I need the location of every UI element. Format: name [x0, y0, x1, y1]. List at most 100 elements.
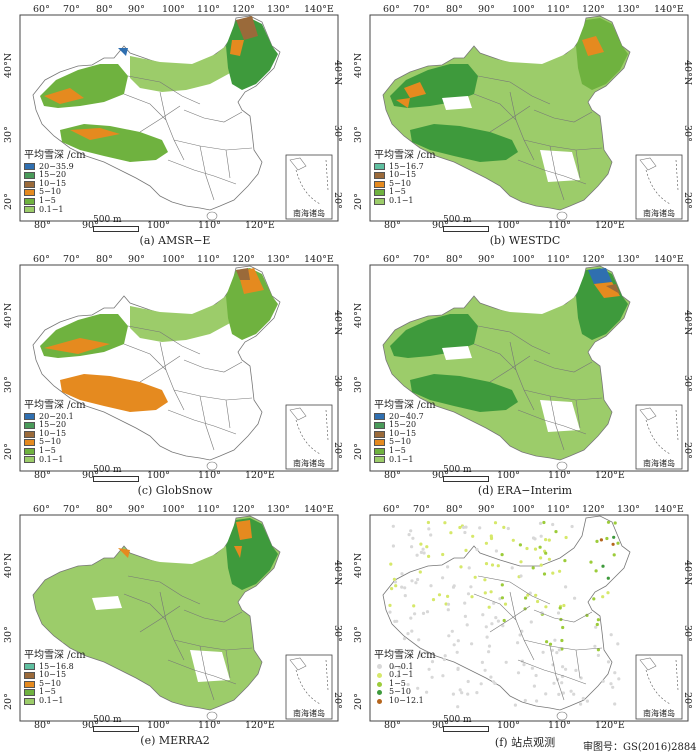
- station-point: [510, 566, 514, 570]
- hainan-island: [206, 211, 218, 221]
- south-china-sea-inset: [285, 154, 333, 220]
- longitude-label-top: 120°: [582, 4, 605, 15]
- station-point: [413, 612, 417, 616]
- legend-entry: 0.1−1: [24, 205, 86, 215]
- station-point: [410, 545, 414, 549]
- china-snow-depth-map: [369, 264, 689, 472]
- legend-label: 10−12.1: [389, 695, 424, 705]
- legend-swatch: [374, 447, 385, 455]
- station-point: [533, 547, 538, 551]
- longitude-label-top: 70°: [413, 254, 430, 265]
- station-point: [470, 595, 474, 599]
- longitude-label-top: 110°: [547, 4, 570, 15]
- latitude-label-left: 20°: [3, 443, 14, 460]
- station-point: [551, 571, 555, 575]
- station-point: [611, 685, 615, 689]
- province-boundary: [509, 591, 535, 661]
- longitude-label-top: 60°: [383, 504, 400, 515]
- latitude-label-right: 40°N: [332, 310, 343, 336]
- station-point: [606, 520, 611, 524]
- province-boundary: [523, 389, 603, 401]
- longitude-label-top: 80°: [96, 254, 113, 265]
- longitude-label-bottom: 100°: [147, 220, 170, 231]
- legend-swatch: [24, 671, 35, 679]
- legend-entry: 20−20.1: [24, 411, 86, 422]
- station-point: [391, 524, 395, 528]
- snow-region: [410, 124, 518, 162]
- province-boundary: [473, 93, 517, 121]
- scale-bar-graphic: [93, 226, 139, 232]
- legend-entry: 1−5: [374, 188, 436, 197]
- station-point: [595, 539, 599, 543]
- station-point: [504, 660, 508, 664]
- station-point: [430, 660, 435, 664]
- longitude-label-bottom: 110°: [198, 220, 221, 231]
- legend-label: 10−15: [39, 670, 67, 680]
- legend-entry: 5−10: [374, 438, 436, 447]
- snow-depth-patch: [118, 48, 128, 56]
- station-point: [427, 554, 431, 558]
- station-point: [489, 675, 493, 679]
- latitude-label-right: 30°: [682, 625, 693, 642]
- station-point: [612, 553, 616, 557]
- legend-label: 15−20: [389, 420, 417, 430]
- snow-depth-patch: [44, 88, 84, 104]
- station-point: [529, 620, 533, 624]
- longitude-label-top: 80°: [446, 4, 463, 15]
- station-point: [496, 564, 500, 568]
- longitude-label-top: 70°: [63, 4, 80, 15]
- longitude-label-bottom: 120°E: [595, 720, 625, 731]
- snow-depth-legend: 平均雪深 /cm 20−35.9 15−20 10−15 5−10 1−5 0.1−1: [24, 151, 86, 215]
- longitude-label-top: 80°: [446, 504, 463, 515]
- station-point: [613, 671, 617, 675]
- station-point: [490, 563, 495, 567]
- latitude-label-left: 40°N: [3, 52, 14, 78]
- station-point: [609, 682, 613, 686]
- legend-swatch: [24, 430, 35, 438]
- longitude-label-top: 90°: [128, 504, 145, 515]
- station-point: [548, 642, 553, 646]
- province-boundary: [159, 91, 185, 161]
- longitude-label-top: 120°: [232, 254, 255, 265]
- latitude-label-right: 20°: [332, 692, 343, 709]
- legend-swatch: [374, 430, 385, 438]
- longitude-label-bottom: 120°E: [595, 470, 625, 481]
- station-point: [533, 537, 537, 541]
- legend-swatch: [24, 663, 35, 671]
- longitude-label-top: 110°: [547, 254, 570, 265]
- longitude-label-top: 90°: [128, 4, 145, 15]
- station-point: [556, 611, 561, 615]
- scale-label: 500 m: [443, 715, 472, 725]
- longitude-label-top: 130°: [617, 504, 640, 515]
- station-point: [544, 538, 548, 542]
- no-snow-area: [442, 346, 472, 360]
- longitude-label-top: 110°: [197, 254, 220, 265]
- station-point: [516, 641, 520, 645]
- inset-label: 南海诸岛: [643, 209, 675, 218]
- station-point: [541, 650, 545, 654]
- china-snow-depth-map: [369, 14, 689, 222]
- south-china-sea-inset: [635, 654, 683, 720]
- province-boundary: [159, 341, 185, 411]
- station-point: [596, 618, 600, 622]
- legend-title: 平均雪深 /cm: [374, 150, 436, 161]
- legend-swatch: [377, 681, 382, 687]
- station-point: [616, 642, 620, 646]
- snow-depth-legend: 平均雪深 /cm 15−16.8 10−15 5−10 1−5 0.1−1: [24, 651, 86, 706]
- legend-label: 20−20.1: [39, 411, 74, 421]
- legend-entry: 10−12.1: [374, 695, 436, 706]
- station-point: [606, 576, 610, 580]
- legend-entry: 10−15: [24, 671, 86, 680]
- legend-entry: 0.1−1: [374, 455, 436, 465]
- station-point: [539, 534, 543, 538]
- scale-label: 500 m: [443, 465, 472, 475]
- scale-bar-graphic: [443, 476, 489, 482]
- longitude-label-bottom: 120°E: [245, 720, 275, 731]
- longitude-label-top: 70°: [413, 504, 430, 515]
- station-point: [467, 566, 471, 570]
- longitude-label-top: 140°E: [654, 4, 684, 15]
- station-point: [400, 585, 404, 589]
- no-snow-area: [92, 596, 122, 610]
- snow-depth-patch: [396, 98, 410, 108]
- legend-swatch: [24, 189, 35, 197]
